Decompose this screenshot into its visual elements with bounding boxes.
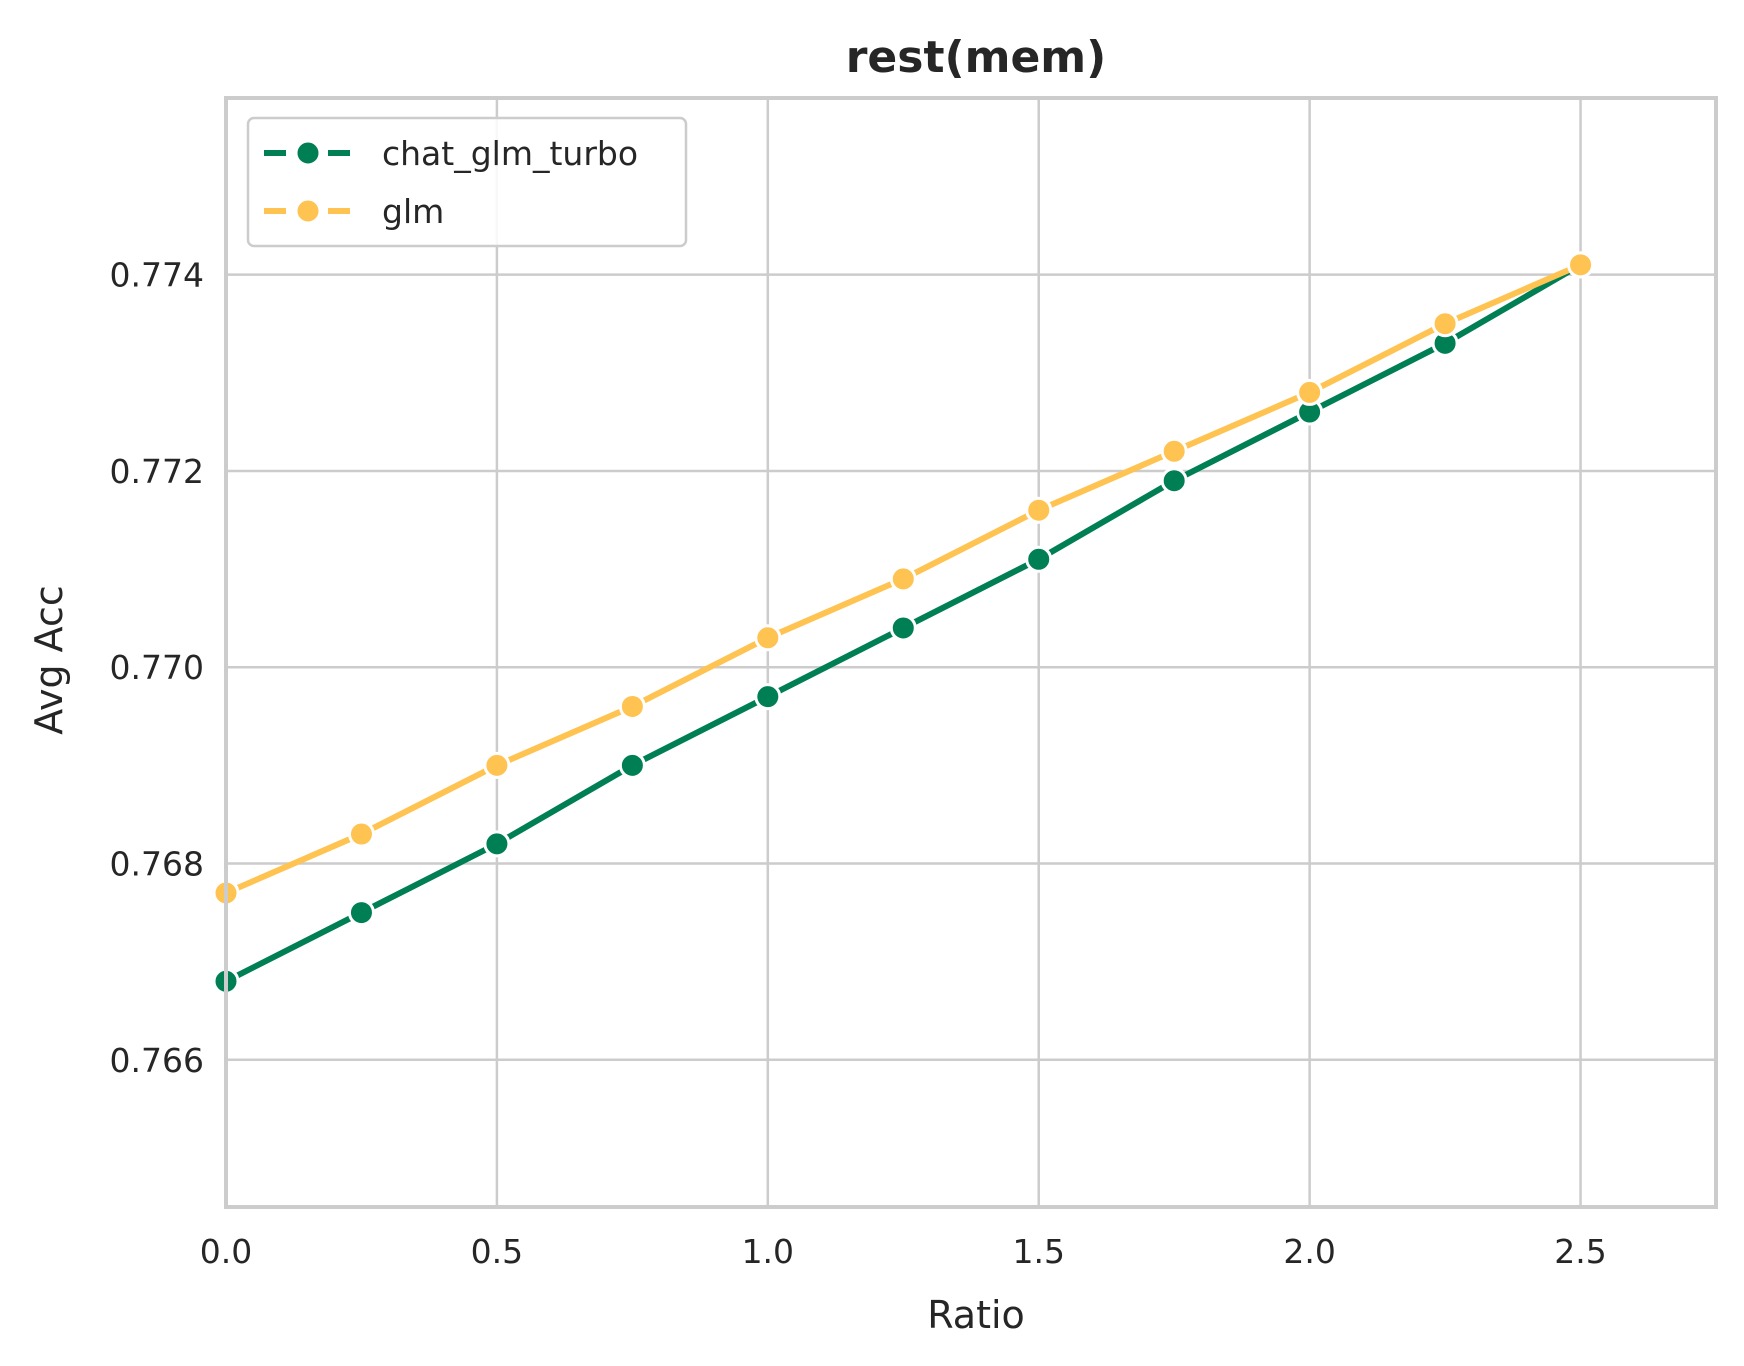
data-point [889,565,917,593]
y-tick-label: 0.774 [110,256,204,295]
y-tick-labels: 0.766 0.768 0.770 0.772 0.774 [110,256,204,1080]
data-point [618,692,646,720]
x-tick-labels: 0.0 0.5 1.0 1.5 2.0 2.5 [200,1232,1607,1271]
x-tick-label: 2.0 [1283,1232,1335,1271]
plot-area [226,98,1716,1207]
data-point [889,614,917,642]
data-point [754,683,782,711]
data-point [347,820,375,848]
data-point [618,751,646,779]
y-tick-label: 0.772 [110,452,204,491]
x-tick-label: 0.5 [471,1232,523,1271]
series-layer [212,251,1595,995]
x-tick-label: 2.5 [1554,1232,1606,1271]
data-point [1160,467,1188,495]
series-chat_glm_turbo [212,251,1595,995]
y-axis-label: Avg Acc [27,585,71,735]
x-axis-label: Ratio [927,1293,1025,1337]
legend-marker [294,197,322,225]
legend-marker [294,139,322,167]
data-point [1025,545,1053,573]
y-tick-label: 0.766 [110,1041,204,1080]
grid-lines [224,98,1716,1207]
y-tick-label: 0.768 [110,845,204,884]
data-point [1025,496,1053,524]
data-point [1160,437,1188,465]
x-tick-label: 1.5 [1012,1232,1064,1271]
data-point [1567,251,1595,279]
legend-box [246,116,688,248]
data-point [754,624,782,652]
data-point [1296,378,1324,406]
data-point [347,899,375,927]
legend-label: glm [382,192,444,231]
data-point [483,830,511,858]
chart-title: rest(mem) [846,32,1107,83]
series-glm [212,251,1595,907]
x-tick-label: 1.0 [742,1232,794,1271]
data-point [483,751,511,779]
data-point [1431,310,1459,338]
y-tick-label: 0.770 [110,648,204,687]
legend-label: chat_glm_turbo [382,134,638,173]
x-tick-label: 0.0 [200,1232,252,1271]
plot-frame [224,96,1718,1209]
